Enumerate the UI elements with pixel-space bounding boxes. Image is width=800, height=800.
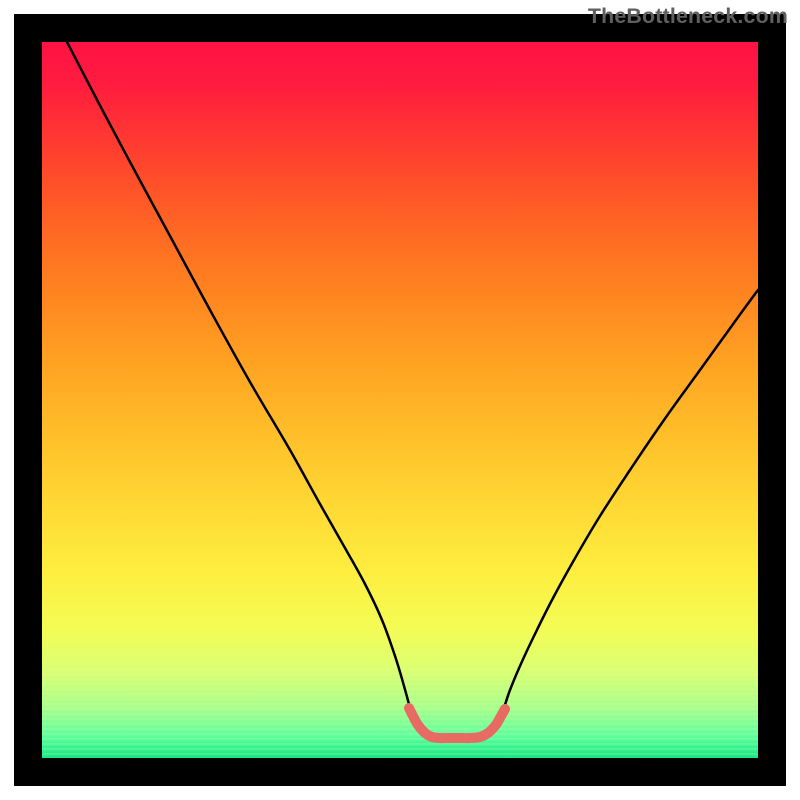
chart-svg xyxy=(0,0,800,800)
watermark-text: TheBottleneck.com xyxy=(588,4,788,29)
gradient-background xyxy=(42,42,758,758)
chart-stage: TheBottleneck.com xyxy=(0,0,800,800)
